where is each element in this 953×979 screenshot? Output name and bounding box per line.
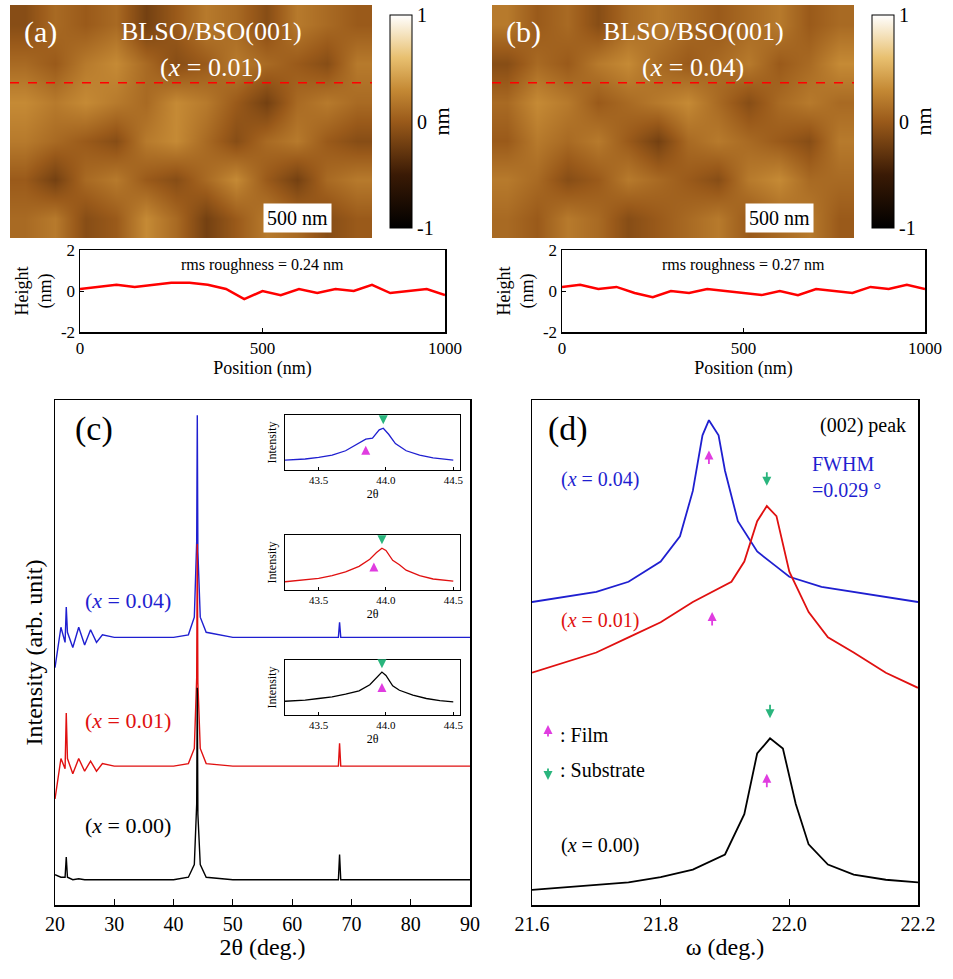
svg-text:Height(nm): Height(nm) [494, 267, 538, 316]
svg-text:Intensity: Intensity [265, 422, 279, 464]
svg-text:Height(nm): Height(nm) [12, 267, 56, 316]
svg-text:-1: -1 [417, 217, 434, 239]
svg-text:BLSO/BSO(001): BLSO/BSO(001) [603, 17, 784, 46]
svg-text:22.2: 22.2 [901, 913, 936, 935]
svg-text:1: 1 [417, 4, 427, 26]
svg-text:0: 0 [67, 282, 76, 301]
svg-text:21.6: 21.6 [515, 913, 550, 935]
svg-text:(x = 0.01): (x = 0.01) [561, 609, 640, 632]
svg-text:(x = 0.00): (x = 0.00) [561, 834, 640, 857]
svg-text:0: 0 [417, 111, 427, 133]
svg-text:0: 0 [558, 339, 567, 358]
svg-text:-2: -2 [543, 323, 557, 342]
svg-text:43.5: 43.5 [309, 719, 329, 731]
svg-text:ω (deg.): ω (deg.) [686, 934, 764, 960]
svg-text:44.0: 44.0 [376, 719, 396, 731]
svg-text:Intensity: Intensity [265, 667, 279, 709]
svg-text:2: 2 [549, 241, 558, 260]
svg-text:2θ: 2θ [367, 607, 379, 621]
svg-text:Intensity (arb. unit): Intensity (arb. unit) [21, 560, 47, 746]
svg-text:(b): (b) [506, 15, 541, 49]
svg-text:0: 0 [899, 111, 909, 133]
svg-text:70: 70 [341, 913, 361, 935]
svg-text:80: 80 [401, 913, 421, 935]
svg-text:(x = 0.04): (x = 0.04) [561, 468, 640, 491]
svg-text:1000: 1000 [908, 339, 942, 358]
svg-text:44.0: 44.0 [376, 474, 396, 486]
svg-text:Position (nm): Position (nm) [694, 358, 793, 379]
svg-text:500 nm: 500 nm [749, 207, 810, 229]
svg-text:20: 20 [45, 913, 65, 935]
svg-text:44.0: 44.0 [376, 594, 396, 606]
svg-text:(x = 0.01): (x = 0.01) [160, 53, 262, 82]
svg-text:44.5: 44.5 [444, 719, 464, 731]
svg-text:500: 500 [731, 339, 757, 358]
svg-text:(x = 0.04): (x = 0.04) [642, 53, 744, 82]
svg-text:-2: -2 [61, 323, 75, 342]
svg-text:rms roughness = 0.27 nm: rms roughness = 0.27 nm [662, 256, 825, 274]
svg-text:(x = 0.04): (x = 0.04) [85, 588, 171, 613]
svg-text:1: 1 [899, 4, 909, 26]
svg-text:43.5: 43.5 [309, 474, 329, 486]
svg-text:(x = 0.01): (x = 0.01) [85, 708, 171, 733]
svg-text:rms roughness = 0.24 nm: rms roughness = 0.24 nm [181, 256, 344, 274]
svg-text:40: 40 [164, 913, 184, 935]
svg-text:(d): (d) [548, 410, 588, 448]
svg-text:22.0: 22.0 [772, 913, 807, 935]
svg-text:nm: nm [429, 107, 454, 135]
svg-text:2: 2 [67, 241, 76, 260]
svg-text:FWHM=0.029 °: FWHM=0.029 ° [812, 453, 881, 501]
svg-text:1000: 1000 [428, 339, 462, 358]
svg-text:(a): (a) [24, 15, 57, 49]
svg-text:2θ: 2θ [367, 732, 379, 746]
svg-text:Position (nm): Position (nm) [213, 358, 312, 379]
svg-text:(x = 0.00): (x = 0.00) [85, 813, 171, 838]
svg-text:nm: nm [911, 107, 936, 135]
svg-text:0: 0 [76, 339, 85, 358]
svg-text:21.8: 21.8 [643, 913, 678, 935]
svg-text:0: 0 [549, 282, 558, 301]
svg-text:44.5: 44.5 [444, 594, 464, 606]
svg-text:2θ (deg.): 2θ (deg.) [219, 935, 305, 961]
svg-text:(c): (c) [75, 410, 113, 448]
svg-text:BLSO/BSO(001): BLSO/BSO(001) [121, 17, 302, 46]
svg-text:500: 500 [250, 339, 276, 358]
svg-text:50: 50 [223, 913, 243, 935]
svg-text:44.5: 44.5 [444, 474, 464, 486]
svg-text:500 nm: 500 nm [267, 207, 328, 229]
svg-text:(002) peak: (002) peak [820, 414, 906, 437]
svg-text:90: 90 [460, 913, 480, 935]
svg-text:: Film: : Film [560, 724, 609, 746]
svg-text:Intensity: Intensity [265, 542, 279, 584]
svg-text:30: 30 [104, 913, 124, 935]
svg-text:-1: -1 [899, 217, 916, 239]
svg-text:60: 60 [282, 913, 302, 935]
svg-text:43.5: 43.5 [309, 594, 329, 606]
svg-text:: Substrate: : Substrate [560, 759, 645, 781]
svg-text:2θ: 2θ [367, 487, 379, 501]
